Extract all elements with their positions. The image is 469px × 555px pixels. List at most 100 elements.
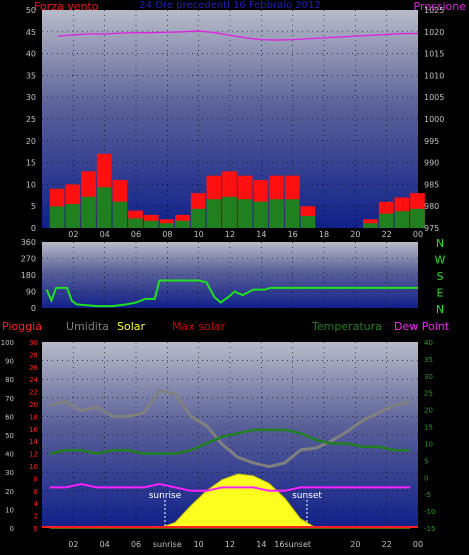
rain-tick-label: 20 [29, 401, 38, 409]
wind-avg-bar [128, 218, 143, 228]
wind-avg-bar [300, 216, 316, 228]
rain-tick-label: 22 [29, 389, 38, 397]
direction-tick-label: 360 [21, 238, 36, 247]
time-tick-label: 04 [100, 540, 110, 549]
temperature-tick-label: 25 [424, 390, 433, 398]
compass-letter: N [436, 303, 444, 316]
direction-line [45, 279, 418, 308]
wind-tick-label: 0 [31, 224, 36, 233]
pressure-ticks: 1025 1020 1015 1010 1005 1000 995 990 985 980 975 [424, 6, 444, 233]
rain-tick-label: 2 [34, 513, 38, 521]
rain-tick-label: 28 [29, 351, 38, 359]
time-tick-label: 20 [350, 540, 360, 549]
wind-tick-label: 45 [26, 28, 36, 37]
wind-avg-bar [237, 199, 253, 228]
solar-label: Solar [117, 320, 146, 333]
pressure-tick-label: 1020 [424, 28, 444, 37]
time-tick-label: 10 [194, 540, 204, 549]
time-tick-label: 14 [256, 540, 266, 549]
dew-point-line [49, 483, 411, 492]
compass-letter: S [437, 270, 444, 283]
time-tick-label: 22 [382, 230, 392, 239]
time-tick-label: 04 [100, 230, 110, 239]
time-tick-label: 12 [225, 540, 235, 549]
humidity-tick-label: 50 [5, 432, 14, 440]
rain-tick-label: 8 [34, 475, 38, 483]
wind-avg-bar [284, 199, 300, 228]
humidity-tick-label: 90 [5, 358, 14, 366]
chart-title: 24 Ore precedenti 16 Febbraio 2012 [139, 0, 320, 11]
pressure-tick-label: 1000 [424, 115, 444, 124]
pressure-tick-label: 1005 [424, 93, 444, 102]
time-tick-label: 22 [382, 540, 392, 549]
direction-marks [45, 279, 418, 308]
compass-letter: E [437, 287, 444, 300]
direction-plot-area [42, 242, 418, 308]
temperature-tick-label: -10 [424, 508, 435, 516]
humidity-tick-label: 10 [5, 506, 14, 514]
temperature-tick-label: 35 [424, 356, 433, 364]
wind-avg-bar [410, 208, 425, 228]
rain-tick-label: 6 [34, 488, 39, 496]
wind-tick-label: 20 [26, 137, 36, 146]
temperature-tick-label: 20 [424, 407, 433, 415]
time-tick-label: 14 [256, 230, 266, 239]
bottom-time-ticks: 02 04 06 sunrise 10 12 14 16sunset 20 22 00 [68, 540, 423, 549]
wind-avg-bar [96, 187, 112, 228]
max-solar-label: Max solar [172, 320, 225, 333]
sunrise-marker-label: sunrise [149, 491, 182, 501]
pressure-tick-label: 1025 [424, 6, 444, 15]
humidity-tick-label: 80 [5, 376, 14, 384]
temp-humidity-marks [42, 388, 418, 529]
temperature-tick-label: 10 [424, 440, 433, 448]
direction-grid [42, 242, 418, 308]
temperature-tick-label: -5 [424, 491, 431, 499]
direction-tick-label: 90 [26, 288, 36, 297]
temperature-tick-label: 5 [424, 457, 428, 465]
compass-letter: N [436, 237, 444, 250]
time-tick-label: 12 [225, 230, 235, 239]
direction-tick-label: 0 [31, 304, 36, 313]
time-tick-label: 16sunset [274, 540, 311, 549]
wind-avg-bar [112, 201, 128, 228]
pressure-tick-label: 990 [424, 159, 439, 168]
wind-avg-bar [206, 199, 222, 228]
time-tick-label: 06 [131, 230, 141, 239]
wind-avg-bar [222, 196, 237, 228]
pressure-tick-label: 975 [424, 224, 439, 233]
dew-point-label: Dew Point [394, 320, 450, 333]
temperature-label: Temperatura [311, 320, 382, 333]
wind-pressure-marks [49, 30, 425, 228]
wind-avg-bar [81, 196, 96, 228]
temp-humidity-grid [42, 342, 418, 528]
compass-letter: W [435, 254, 446, 267]
pressure-tick-label: 995 [424, 137, 439, 146]
rain-tick-label: 16 [29, 426, 38, 434]
temperature-line [49, 428, 411, 455]
wind-avg-bar [159, 223, 175, 228]
rain-tick-label: 24 [29, 376, 38, 384]
humidity-tick-label: 40 [5, 451, 14, 459]
wind-avg-bar [190, 208, 206, 228]
humidity-tick-label: 20 [5, 488, 14, 496]
wind-avg-bar [363, 223, 378, 228]
wind-avg-bar [378, 213, 394, 228]
humidity-tick-label: 100 [1, 339, 14, 347]
time-tick-label: sunrise [153, 540, 182, 549]
time-tick-label: 10 [194, 230, 204, 239]
wind-avg-bar [143, 220, 159, 228]
time-tick-label: 20 [350, 230, 360, 239]
rain-tick-label: 12 [29, 451, 38, 459]
wind-tick-label: 15 [26, 159, 36, 168]
wind-avg-bar [49, 206, 65, 228]
wind-avg-bar [269, 199, 284, 228]
time-tick-label: 16 [288, 230, 298, 239]
humidity-tick-label: 0 [10, 525, 14, 533]
rain-tick-label: 4 [34, 500, 39, 508]
direction-ticks: 360 270 180 90 0 [21, 238, 36, 313]
rain-tick-label: 26 [29, 364, 38, 372]
temperature-tick-label: 40 [424, 339, 433, 347]
